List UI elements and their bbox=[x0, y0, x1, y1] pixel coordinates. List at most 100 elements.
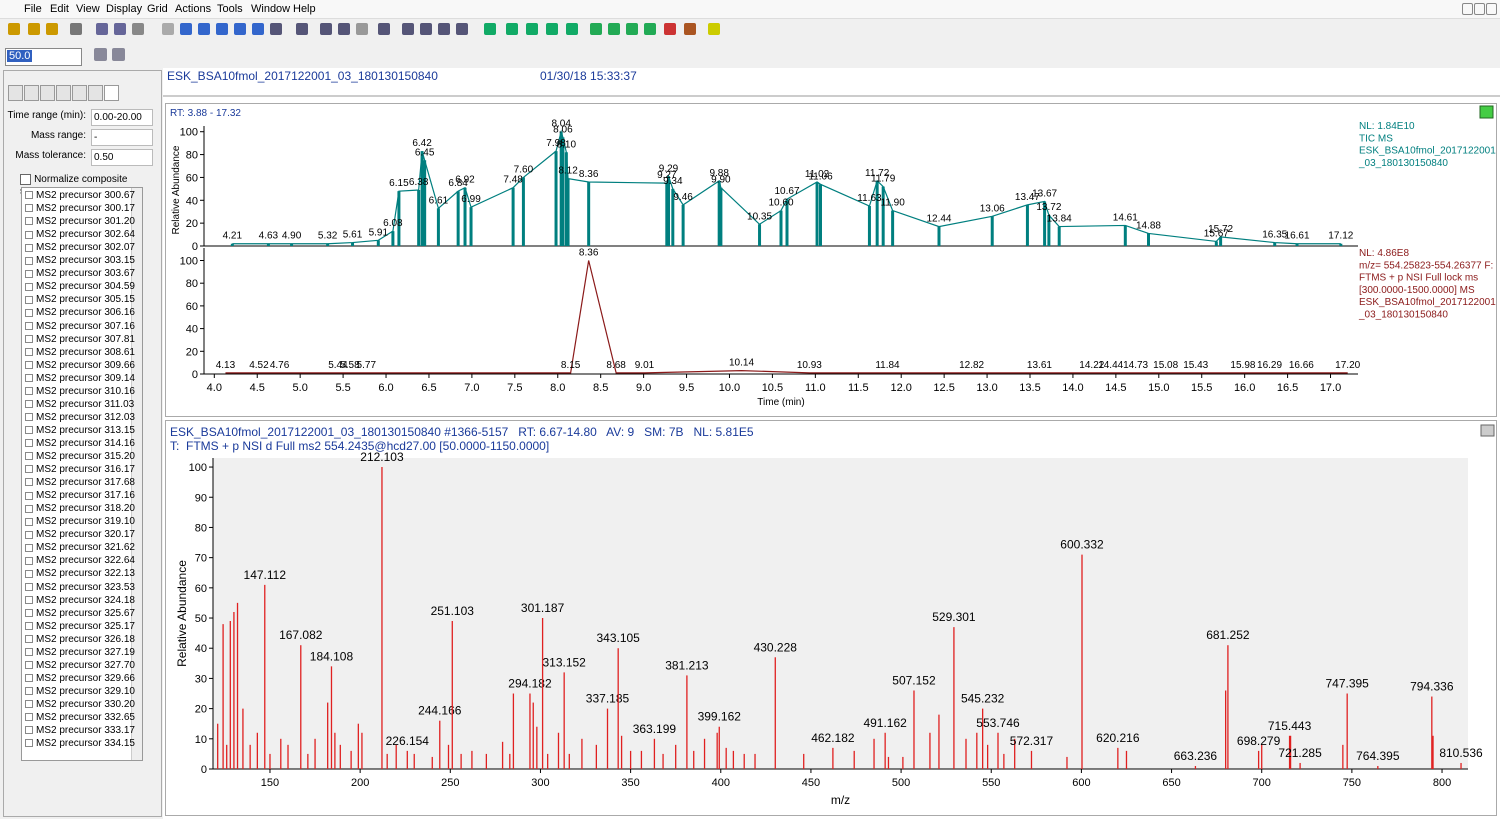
toolbar-button[interactable] bbox=[438, 23, 450, 35]
expand-box[interactable] bbox=[25, 478, 33, 487]
expand-box[interactable] bbox=[25, 595, 33, 604]
expand-box[interactable] bbox=[25, 582, 33, 591]
list-item[interactable]: MS2 precursor 308.61 bbox=[25, 347, 135, 358]
list-item[interactable]: MS2 precursor 300.17 bbox=[25, 203, 135, 214]
toolbar-button[interactable] bbox=[608, 23, 620, 35]
toolbar-button[interactable] bbox=[420, 23, 432, 35]
toolbar-button[interactable] bbox=[252, 23, 264, 35]
list-item[interactable]: MS2 precursor 302.64 bbox=[25, 229, 135, 240]
list-item[interactable]: MS2 precursor 329.10 bbox=[25, 686, 135, 697]
menu-item[interactable]: File bbox=[24, 3, 42, 15]
expand-box[interactable] bbox=[25, 608, 33, 617]
list-item[interactable]: MS2 precursor 332.65 bbox=[25, 712, 135, 723]
expand-box[interactable] bbox=[25, 556, 33, 565]
toolbar-button[interactable] bbox=[566, 23, 578, 35]
pin-icon[interactable] bbox=[1479, 105, 1494, 119]
expand-box[interactable] bbox=[25, 648, 33, 657]
list-item[interactable]: MS2 precursor 303.15 bbox=[25, 255, 135, 266]
list-item[interactable]: MS2 precursor 309.14 bbox=[25, 373, 135, 384]
minimize-button[interactable] bbox=[1462, 3, 1473, 15]
toolbar-button[interactable] bbox=[484, 23, 496, 35]
toolbar-button[interactable] bbox=[590, 23, 602, 35]
toolbar-button[interactable] bbox=[234, 23, 246, 35]
tab[interactable] bbox=[40, 85, 55, 101]
list-item[interactable]: MS2 precursor 325.67 bbox=[25, 608, 135, 619]
expand-box[interactable] bbox=[25, 504, 33, 513]
toolbar-button[interactable] bbox=[684, 23, 696, 35]
list-item[interactable]: MS2 precursor 301.20 bbox=[25, 216, 135, 227]
menu-item[interactable]: Edit bbox=[50, 3, 69, 15]
list-item[interactable]: MS2 precursor 305.15 bbox=[25, 294, 135, 305]
expand-box[interactable] bbox=[25, 661, 33, 670]
expand-box[interactable] bbox=[25, 243, 33, 252]
toolbar-button[interactable] bbox=[198, 23, 210, 35]
list-item[interactable]: MS2 precursor 322.64 bbox=[25, 555, 135, 566]
expand-box[interactable] bbox=[25, 674, 33, 683]
expand-box[interactable] bbox=[25, 687, 33, 696]
expand-box[interactable] bbox=[25, 334, 33, 343]
expand-box[interactable] bbox=[25, 204, 33, 213]
expand-box[interactable] bbox=[25, 400, 33, 409]
list-item[interactable]: MS2 precursor 327.70 bbox=[25, 660, 135, 671]
toolbar-button[interactable] bbox=[132, 23, 144, 35]
list-item[interactable]: MS2 precursor 302.07 bbox=[25, 242, 135, 253]
list-item[interactable]: MS2 precursor 322.13 bbox=[25, 568, 135, 579]
list-item[interactable]: MS2 precursor 318.20 bbox=[25, 503, 135, 514]
list-item[interactable]: MS2 precursor 317.16 bbox=[25, 490, 135, 501]
list-item[interactable]: MS2 precursor 306.16 bbox=[25, 307, 135, 318]
list-item[interactable]: MS2 precursor 304.59 bbox=[25, 281, 135, 292]
list-item[interactable]: MS2 precursor 317.68 bbox=[25, 477, 135, 488]
toolbar-button[interactable] bbox=[216, 23, 228, 35]
expand-box[interactable] bbox=[25, 282, 33, 291]
toolbar-button[interactable] bbox=[456, 23, 468, 35]
toolbar-button[interactable] bbox=[626, 23, 638, 35]
scrollbar[interactable] bbox=[131, 188, 142, 760]
expand-box[interactable] bbox=[25, 347, 33, 356]
list-item[interactable]: MS2 precursor 329.66 bbox=[25, 673, 135, 684]
toolbar-button[interactable] bbox=[70, 23, 82, 35]
toolbar-button[interactable] bbox=[28, 23, 40, 35]
restore-button[interactable] bbox=[1474, 3, 1485, 15]
menu-item[interactable]: Grid bbox=[147, 3, 168, 15]
expand-box[interactable] bbox=[25, 256, 33, 265]
toolbar-button[interactable] bbox=[114, 23, 126, 35]
toolbar-button[interactable] bbox=[708, 23, 720, 35]
expand-box[interactable] bbox=[25, 191, 33, 200]
expand-box[interactable] bbox=[25, 295, 33, 304]
list-item[interactable]: MS2 precursor 320.17 bbox=[25, 529, 135, 540]
list-item[interactable]: MS2 precursor 311.03 bbox=[25, 399, 134, 410]
toolbar-button[interactable] bbox=[402, 23, 414, 35]
menu-item[interactable]: Help bbox=[293, 3, 316, 15]
tab[interactable] bbox=[72, 85, 87, 101]
expand-box[interactable] bbox=[25, 517, 33, 526]
expand-box[interactable] bbox=[25, 230, 33, 239]
toolbar-button[interactable] bbox=[162, 23, 174, 35]
list-item[interactable]: MS2 precursor 324.18 bbox=[25, 595, 135, 606]
list-item[interactable]: MS2 precursor 314.16 bbox=[25, 438, 135, 449]
expand-box[interactable] bbox=[25, 713, 33, 722]
expand-box[interactable] bbox=[25, 361, 33, 369]
list-item[interactable]: MS2 precursor 313.15 bbox=[25, 425, 135, 436]
list-item[interactable]: MS2 precursor 319.10 bbox=[25, 516, 135, 527]
toolbar-button[interactable] bbox=[46, 23, 58, 35]
list-item[interactable]: MS2 precursor 325.17 bbox=[25, 621, 135, 632]
toolbar-button[interactable] bbox=[320, 23, 332, 35]
toolbar-button[interactable] bbox=[338, 23, 350, 35]
list-item[interactable]: MS2 precursor 316.17 bbox=[25, 464, 135, 475]
expand-box[interactable] bbox=[25, 739, 33, 748]
list-item[interactable]: MS2 precursor 323.53 bbox=[25, 582, 135, 593]
toolbar-button[interactable] bbox=[180, 23, 192, 35]
toolbar-button[interactable] bbox=[664, 23, 676, 35]
menu-item[interactable]: Tools bbox=[217, 3, 243, 15]
toolbar-button[interactable] bbox=[296, 23, 308, 35]
tab[interactable] bbox=[56, 85, 71, 101]
expand-box[interactable] bbox=[25, 465, 33, 474]
field-input[interactable]: - bbox=[91, 129, 153, 146]
checkbox[interactable] bbox=[20, 173, 31, 185]
toolbar-button[interactable] bbox=[96, 23, 108, 35]
toolbar-button[interactable] bbox=[506, 23, 518, 35]
expand-box[interactable] bbox=[25, 543, 33, 552]
toolbar-button[interactable] bbox=[526, 23, 538, 35]
zoom-combo[interactable]: 50.0 bbox=[5, 48, 82, 66]
list-item[interactable]: MS2 precursor 300.67 bbox=[25, 190, 135, 201]
